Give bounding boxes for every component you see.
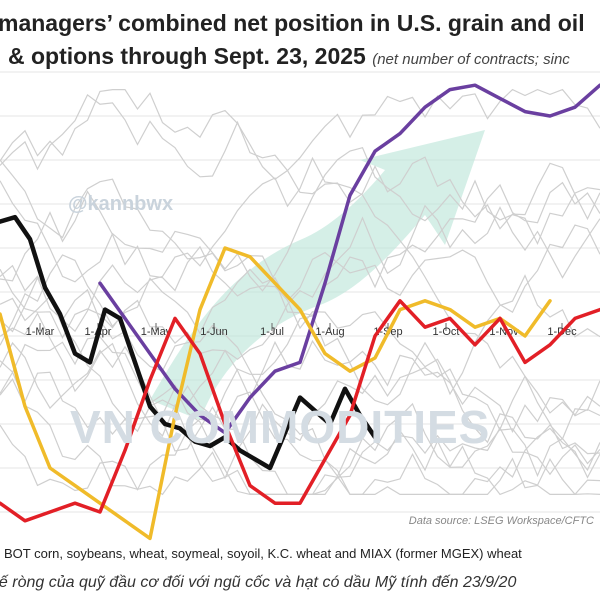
watermark-brand: VN COMMODITIES (70, 401, 491, 453)
series-line-yellow-year (0, 246, 552, 541)
background-year-line (0, 88, 600, 180)
series-line-2025 (0, 214, 378, 471)
chart-title-text: & options through Sept. 23, 2025 (8, 43, 366, 69)
background-year-line (0, 268, 600, 433)
footnote: BOT corn, soybeans, wheat, soymeal, soyo… (4, 546, 522, 561)
background-year-line (0, 181, 600, 492)
series-line-purple-year (98, 83, 600, 435)
background-year-line (0, 224, 600, 346)
x-tick-label: 1-Aug (315, 326, 344, 338)
background-year-line (0, 146, 600, 292)
background-year-line (0, 93, 600, 230)
background-year-line (0, 312, 600, 495)
x-tick-label: 1-May (141, 326, 172, 338)
x-tick-label: 1-Mar (26, 326, 55, 338)
caption: hế ròng của quỹ đầu cơ đối với ngũ cốc v… (0, 574, 517, 591)
watermark-handle: @kannbwx (68, 193, 174, 215)
background-year-line (0, 156, 600, 455)
x-tick-label: 1-Jul (260, 326, 284, 338)
source-note: Data source: LSEG Workspace/CFTC (408, 515, 594, 527)
x-tick-label: 1-Nov (489, 326, 519, 338)
background-year-line (0, 190, 600, 444)
x-tick-label: 1-Jun (200, 326, 228, 338)
chart-title-line-1: managers’ combined net position in U.S. … (0, 10, 585, 36)
trend-arrow-icon (150, 130, 485, 420)
chart-subtitle: (net number of contracts; sinc (372, 51, 570, 68)
series-line-red-year (0, 299, 600, 523)
background-year-line (0, 360, 600, 495)
x-tick-label: 1-Oct (433, 326, 460, 338)
chart-title-line-2: & options through Sept. 23, 2025 (net nu… (8, 43, 570, 70)
background-year-line (0, 204, 600, 406)
